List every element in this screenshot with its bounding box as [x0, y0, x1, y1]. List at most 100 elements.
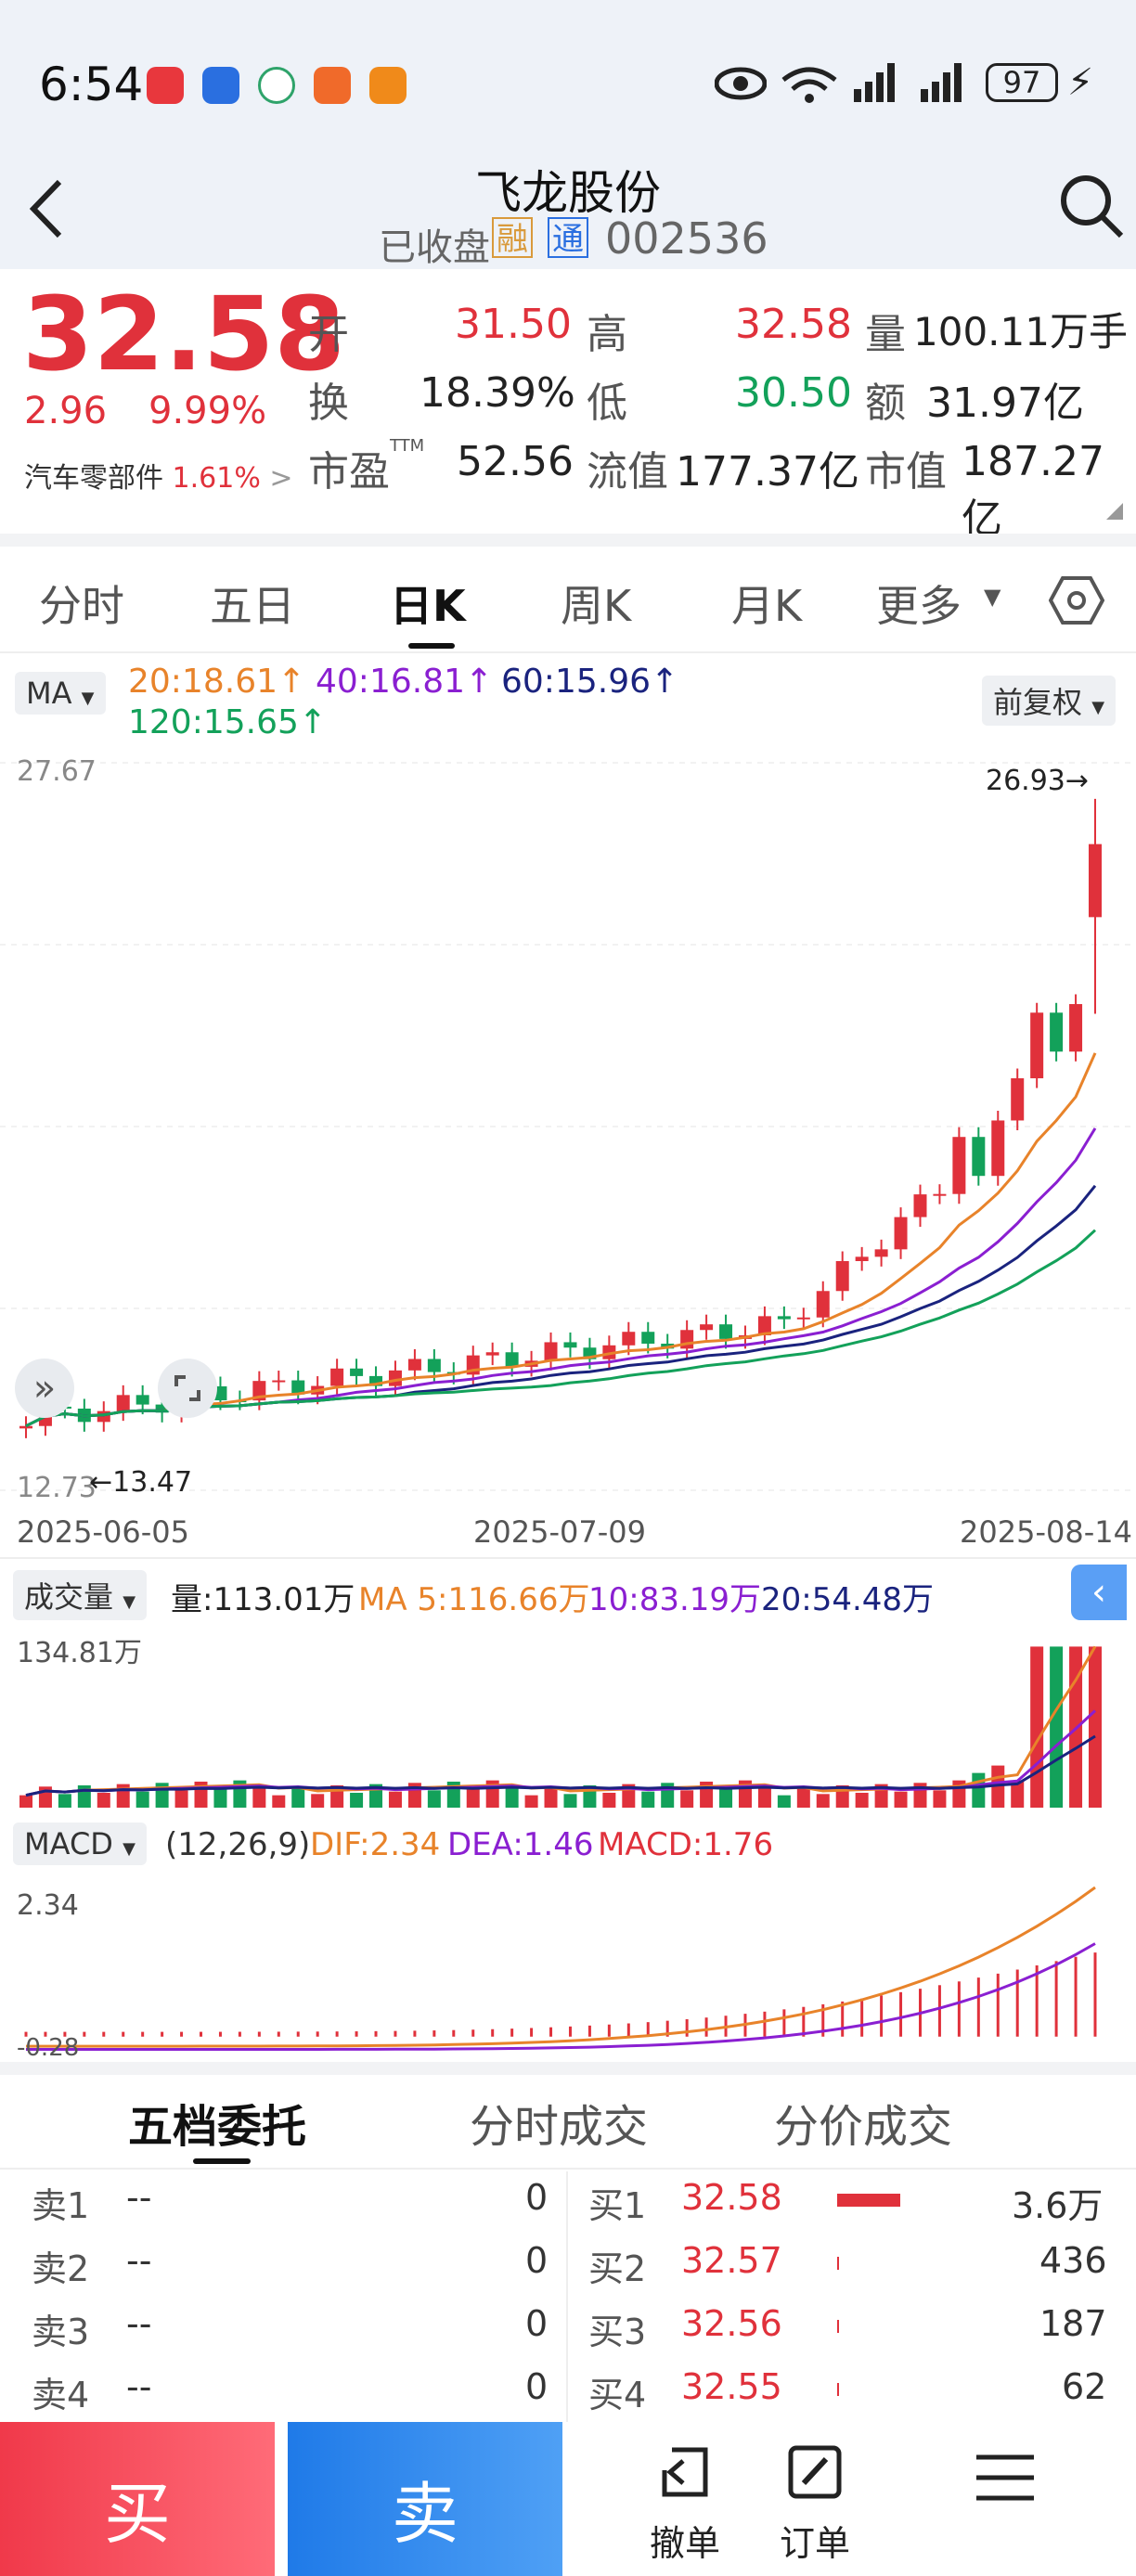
- tab-order-book[interactable]: 五档委托: [128, 2101, 307, 2153]
- volume-bar: [933, 1790, 947, 1808]
- macd-line: [26, 1942, 1096, 2051]
- volume-bar: [466, 1788, 480, 1808]
- volume-bar: [524, 1795, 538, 1808]
- sell-price: --: [126, 2177, 152, 2218]
- buy-label: 买1: [588, 2185, 647, 2226]
- market-cap-value: 187.27亿: [962, 438, 1104, 543]
- adjust-select[interactable]: 前复权 ▼: [982, 676, 1117, 726]
- sell-price: --: [126, 2303, 152, 2344]
- ma60-text: 60:15.96: [501, 663, 651, 701]
- volume-bar: [77, 1784, 91, 1808]
- volume-bar: [213, 1788, 227, 1808]
- indicator-select-label: MA: [26, 676, 72, 711]
- buy-button[interactable]: 买: [0, 2422, 275, 2576]
- order-tabs: 五档委托 分时成交 分价成交: [0, 2075, 1136, 2168]
- settings-hex-icon[interactable]: [1049, 574, 1104, 626]
- candle: [933, 1193, 947, 1196]
- fullscreen-icon[interactable]: [158, 1359, 217, 1418]
- cancel-order-button[interactable]: 撤单: [620, 2422, 750, 2576]
- order-button[interactable]: 订单: [750, 2422, 880, 2576]
- volume-ma-line: [25, 1734, 1096, 1797]
- buy-price: 32.56: [681, 2303, 782, 2344]
- ma-legend: MA ▼ 20:18.61↑ 40:16.81↑ 60:15.96↑ 120:1…: [0, 653, 1136, 750]
- candle: [291, 1380, 305, 1395]
- volume-bar: [1030, 1646, 1044, 1808]
- macd-chart[interactable]: [0, 1878, 1136, 2064]
- ma60-value: 60:15.96↑: [501, 663, 679, 701]
- stock-header: 飞龙股份 已收盘 融 通 002536: [0, 166, 1136, 269]
- menu-button[interactable]: [939, 2422, 1069, 2576]
- volume-select[interactable]: 成交量 ▼: [13, 1570, 148, 1620]
- search-icon[interactable]: [1058, 173, 1125, 239]
- high-value: 32.58: [735, 301, 852, 348]
- battery-icon: 97: [986, 63, 1058, 102]
- indicator-select[interactable]: MA ▼: [15, 672, 106, 715]
- date-start: 2025-06-05: [17, 1514, 189, 1550]
- collapse-panel-icon[interactable]: ‹: [1071, 1565, 1127, 1620]
- expand-corner-icon[interactable]: [1104, 501, 1125, 522]
- low-value: 30.50: [735, 369, 852, 417]
- ma120-text: 120:15.65: [128, 703, 299, 741]
- dropdown-icon: ▼: [123, 1839, 136, 1859]
- market-cap-label: 市值: [865, 448, 947, 496]
- candle: [427, 1359, 441, 1372]
- divider: [0, 2062, 1136, 2075]
- pe-sup: TTM: [390, 436, 425, 456]
- candle: [952, 1137, 966, 1194]
- volume-bar: [602, 1792, 616, 1808]
- candle: [641, 1332, 655, 1344]
- volume-bar: [97, 1792, 110, 1808]
- huawei-app-icon: [147, 67, 184, 104]
- candle: [155, 1404, 169, 1413]
- dropdown-icon: ▼: [81, 689, 95, 708]
- volume-bar: [816, 1794, 830, 1808]
- volume-bar: [544, 1786, 558, 1808]
- fast-forward-icon[interactable]: »: [15, 1359, 74, 1418]
- volume-bar: [291, 1786, 305, 1808]
- menu-icon: [976, 2454, 1034, 2501]
- app-icon-blue: [202, 67, 239, 104]
- float-cap-value: 177.37亿: [676, 448, 859, 496]
- candle: [116, 1395, 130, 1411]
- min-price-label: ←13.47: [89, 1466, 193, 1499]
- tab-weekly-k[interactable]: 周K: [561, 581, 632, 631]
- volume-chart[interactable]: [0, 1626, 1136, 1811]
- tab-more[interactable]: 更多: [876, 581, 962, 631]
- volume-bar: [505, 1787, 519, 1808]
- macd-select[interactable]: MACD ▼: [13, 1823, 147, 1865]
- charging-icon: ⚡: [1067, 61, 1094, 104]
- tab-price-volume[interactable]: 分价成交: [774, 2101, 953, 2153]
- period-tabs: 分时 五日 日K 周K 月K 更多 ▼: [0, 547, 1136, 653]
- macd-select-label: MACD: [24, 1826, 113, 1861]
- candle: [816, 1291, 830, 1318]
- sell-qty: 0: [525, 2303, 549, 2344]
- volume-bar: [174, 1790, 188, 1808]
- volume-ma5: MA 5:116.66万: [358, 1581, 590, 1618]
- back-icon[interactable]: [26, 176, 67, 241]
- low-label: 低: [587, 380, 627, 427]
- dropdown-icon: ▼: [1091, 698, 1105, 717]
- ma20-value: 20:18.61↑: [128, 663, 306, 701]
- ma40-text: 40:16.81: [316, 663, 465, 701]
- sector-link[interactable]: 汽车零部件 1.61% >: [24, 455, 293, 496]
- signal-icon-2: [921, 63, 962, 102]
- sell-qty: 0: [525, 2240, 549, 2281]
- candle: [407, 1359, 421, 1371]
- tab-daily-k[interactable]: 日K: [390, 581, 466, 631]
- eye-icon: [715, 67, 767, 100]
- volume-legend: 成交量 ▼ 量:113.01万 MA 5:116.66万 10:83.19万 2…: [0, 1559, 1136, 1626]
- candle: [777, 1316, 791, 1320]
- tab-monthly-k[interactable]: 月K: [731, 581, 803, 631]
- sell-button[interactable]: 卖: [288, 2422, 562, 2576]
- ma120-value: 120:15.65↑: [128, 703, 328, 741]
- candle: [388, 1370, 402, 1386]
- candle: [136, 1395, 149, 1405]
- tab-intraday[interactable]: 分时: [39, 581, 124, 631]
- sell-button-label: 卖: [391, 2475, 458, 2553]
- tab-trade-ticks[interactable]: 分时成交: [470, 2101, 649, 2153]
- volume-bar: [427, 1790, 441, 1808]
- battery-level: 97: [1002, 65, 1041, 100]
- turnover-value: 18.39%: [420, 369, 575, 417]
- tab-five-day[interactable]: 五日: [210, 581, 295, 631]
- sell-qty: 0: [525, 2177, 549, 2218]
